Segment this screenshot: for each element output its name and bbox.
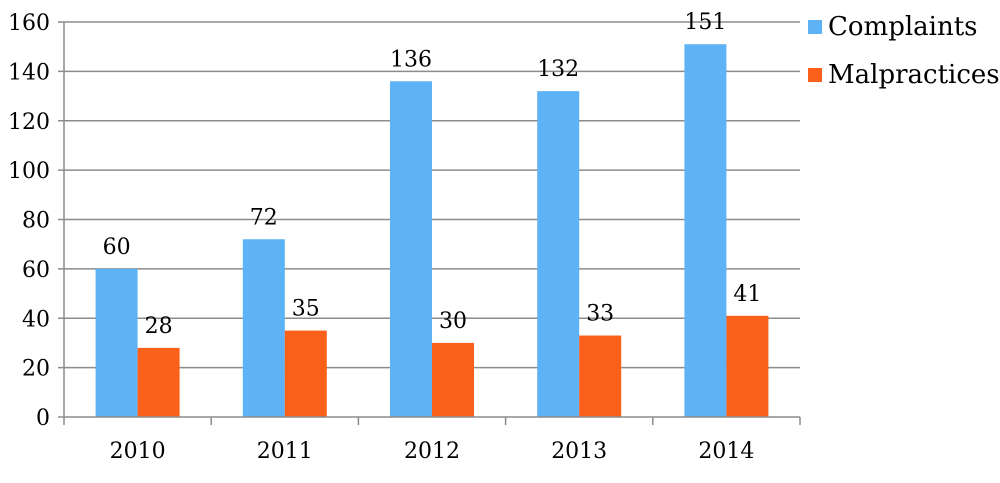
x-tick-label: 2014 <box>698 439 754 464</box>
y-tick-label: 80 <box>22 209 50 234</box>
bar-malpractices-2014 <box>726 315 769 417</box>
legend: Complaints Malpractices <box>808 12 1000 90</box>
y-tick-label: 20 <box>22 357 50 382</box>
data-label-complaints-2010: 60 <box>103 235 131 260</box>
legend-label-malpractices: Malpractices <box>828 60 1000 90</box>
y-tick-label: 40 <box>22 307 50 332</box>
y-tick-label: 160 <box>8 11 50 36</box>
bar-complaints-2014 <box>684 44 727 417</box>
x-axis-labels: 2010 2011 2012 2013 2014 <box>110 439 755 464</box>
y-tick-label: 60 <box>22 258 50 283</box>
data-label-complaints-2012: 136 <box>390 47 432 72</box>
bar-complaints-2013 <box>537 91 580 417</box>
x-tick-label: 2013 <box>551 439 607 464</box>
data-label-malpractices-2014: 41 <box>733 282 761 307</box>
bar-malpractices-2010 <box>137 347 180 417</box>
axes <box>58 21 801 425</box>
legend-swatch-complaints <box>808 20 822 34</box>
data-label-complaints-2011: 72 <box>250 205 278 230</box>
y-tick-label: 140 <box>8 60 50 85</box>
data-label-complaints-2013: 132 <box>537 57 579 82</box>
data-label-malpractices-2010: 28 <box>145 314 173 339</box>
x-tick-label: 2012 <box>404 439 460 464</box>
legend-swatch-malpractices <box>808 68 822 82</box>
data-label-malpractices-2013: 33 <box>586 302 614 327</box>
bar-malpractices-2012 <box>432 342 474 417</box>
y-tick-label: 120 <box>8 110 50 135</box>
data-label-malpractices-2012: 30 <box>439 309 467 334</box>
bar-complaints-2010 <box>95 268 138 417</box>
bar-complaints-2011 <box>242 239 285 417</box>
y-tick-label: 100 <box>8 159 50 184</box>
x-tick-label: 2011 <box>257 439 313 464</box>
data-label-malpractices-2011: 35 <box>292 297 320 322</box>
bar-complaints-2012 <box>390 81 432 417</box>
x-tick-label: 2010 <box>110 439 166 464</box>
bars: 60 28 72 35 136 30 132 33 151 41 <box>95 10 769 417</box>
y-axis-ticks: 0 20 40 60 80 100 120 140 160 <box>8 11 50 431</box>
legend-label-complaints: Complaints <box>828 12 978 42</box>
bar-malpractices-2011 <box>284 330 327 417</box>
data-label-complaints-2014: 151 <box>684 10 726 35</box>
bar-malpractices-2013 <box>579 335 622 417</box>
y-tick-label: 0 <box>36 406 50 431</box>
